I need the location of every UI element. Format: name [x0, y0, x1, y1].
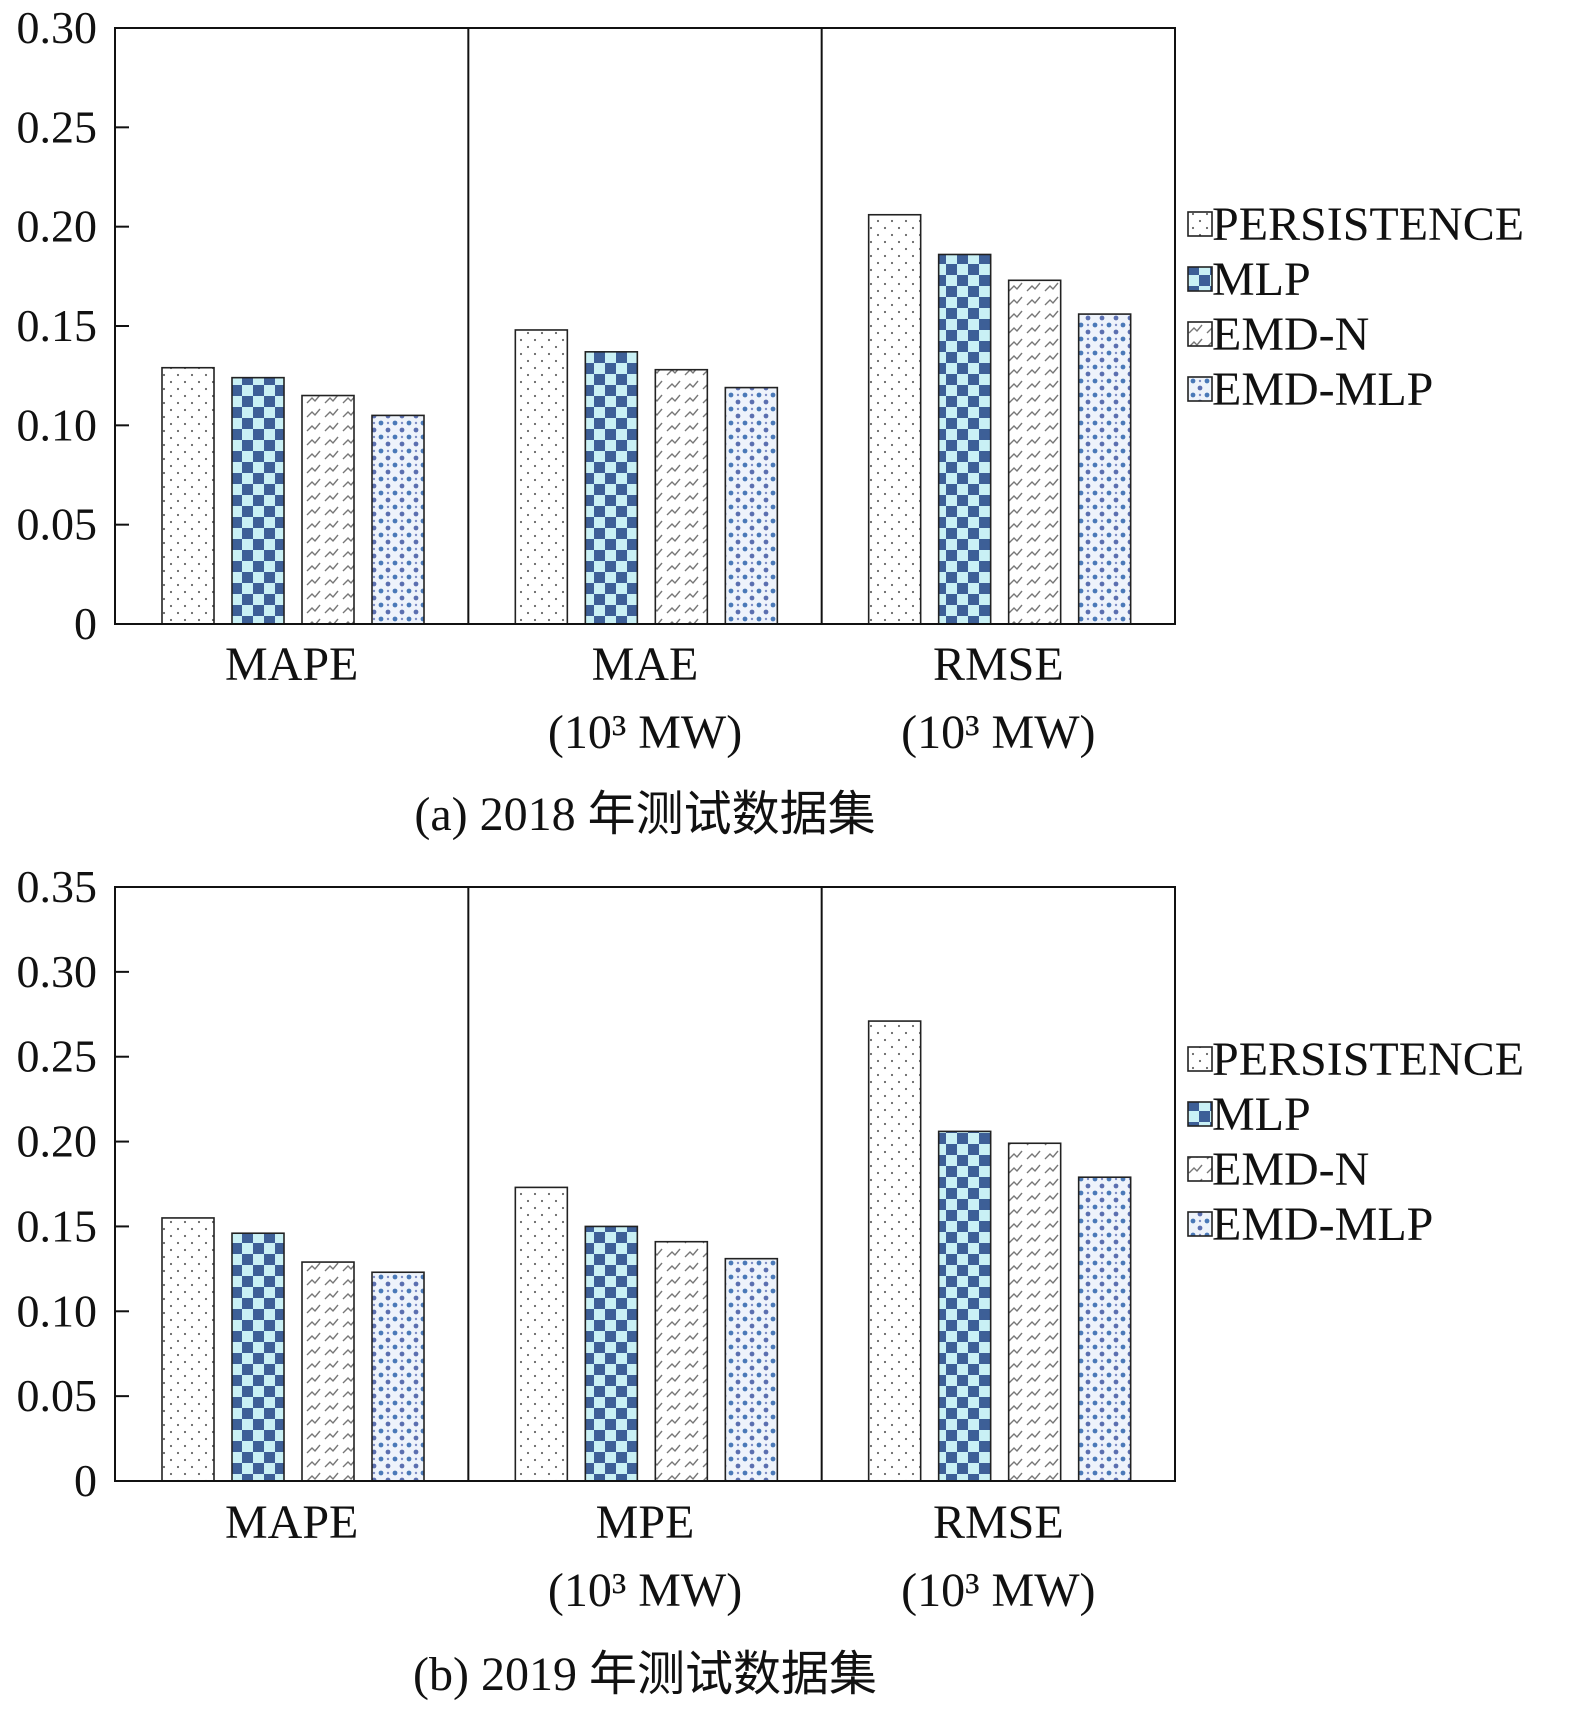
legend-swatch — [1187, 376, 1213, 402]
chart-panel-b: 0 0.05 0.10 0.15 0.20 0.25 0.30 0.35 MAPE MPE (10… — [17, 861, 1525, 1701]
bar-persistence-rmse — [867, 1020, 922, 1482]
y-tick-label: 0.25 — [17, 1031, 98, 1082]
bar-mlp-rmse — [937, 253, 992, 625]
bar-emd-mlp-rmse — [1077, 313, 1132, 625]
legend-label: PERSISTENCE — [1212, 1033, 1524, 1086]
legend-item: MLP — [1187, 1088, 1311, 1141]
bar-persistence-mape — [161, 366, 215, 625]
category-labels-group: MAPE MPE (10³ MW) RMSE (10³ MW) — [225, 1496, 1096, 1617]
y-tick-label: 0.10 — [17, 399, 98, 450]
bar-persistence-rmse — [867, 213, 922, 625]
category-labels-group: MAPE MAE (10³ MW) RMSE (10³ MW) — [225, 638, 1096, 759]
y-tick-label: 0.30 — [17, 2, 98, 53]
category-label: RMSE — [933, 1496, 1064, 1549]
y-tick-label: 0.20 — [17, 1116, 98, 1167]
category-unit-label: (10³ MW) — [901, 706, 1095, 759]
legend-label: EMD-MLP — [1212, 363, 1433, 416]
chart-panel-a: 0 0.05 0.10 0.15 0.20 0.25 0.30 MAPE MAE (10³ MW… — [17, 2, 1525, 841]
bar-emd-mlp-mape — [371, 414, 425, 625]
category-label: MAE — [592, 638, 699, 691]
legend-label: EMD-MLP — [1212, 1198, 1433, 1251]
bar-mlp-mape — [231, 376, 285, 625]
category-label: MPE — [596, 1496, 695, 1549]
plot-frame — [114, 886, 1176, 1482]
category-label: MAPE — [225, 638, 358, 691]
legend-swatch — [1187, 321, 1213, 347]
bar-emd-mlp-mae — [724, 386, 779, 625]
bar-persistence-mpe — [514, 1186, 569, 1482]
legend-item: MLP — [1187, 253, 1311, 306]
bar-emd-n-rmse — [1007, 279, 1062, 625]
y-tick-label: 0.25 — [17, 101, 98, 152]
legend-label: MLP — [1212, 253, 1311, 306]
legend-item: EMD-MLP — [1187, 1198, 1433, 1251]
bar-mlp-mape — [231, 1232, 285, 1482]
y-tick-label: 0.05 — [17, 1370, 98, 1421]
legend-swatch — [1187, 1211, 1213, 1237]
category-label: MAPE — [225, 1496, 358, 1549]
y-ticks-group: 0 0.05 0.10 0.15 0.20 0.25 0.30 0.35 — [17, 861, 129, 1506]
legend-item: EMD-MLP — [1187, 363, 1433, 416]
caption: (a) 2018 年测试数据集 — [414, 788, 875, 841]
y-tick-label: 0.35 — [17, 861, 98, 912]
legend-label: MLP — [1212, 1088, 1311, 1141]
bar-emd-mlp-mape — [371, 1271, 425, 1482]
category-unit-label: (10³ MW) — [548, 1564, 742, 1617]
bar-emd-n-mpe — [654, 1240, 709, 1482]
legend-label: PERSISTENCE — [1212, 198, 1524, 251]
legend-swatch — [1187, 266, 1213, 292]
bar-emd-n-rmse — [1007, 1142, 1062, 1482]
bar-persistence-mape — [161, 1217, 215, 1482]
bar-mlp-mpe — [584, 1225, 639, 1482]
bars-group — [161, 1020, 1132, 1482]
legend-swatch — [1187, 211, 1213, 237]
bar-persistence-mae — [514, 329, 569, 625]
legend-swatch — [1187, 1046, 1213, 1072]
y-tick-label: 0.10 — [17, 1285, 98, 1336]
category-label: RMSE — [933, 638, 1064, 691]
y-tick-label: 0 — [74, 1455, 97, 1506]
bar-mlp-rmse — [937, 1130, 992, 1482]
y-tick-label: 0.05 — [17, 499, 98, 550]
legend-label: EMD-N — [1212, 308, 1369, 361]
y-ticks-group: 0 0.05 0.10 0.15 0.20 0.25 0.30 — [17, 2, 129, 649]
legend-swatch — [1187, 1156, 1213, 1182]
legend-swatch — [1187, 1101, 1213, 1127]
category-unit-label: (10³ MW) — [901, 1564, 1095, 1617]
y-tick-label: 0 — [74, 598, 97, 649]
bar-mlp-mae — [584, 351, 639, 625]
y-tick-label: 0.15 — [17, 300, 98, 351]
y-tick-label: 0.30 — [17, 946, 98, 997]
y-tick-label: 0.15 — [17, 1200, 98, 1251]
bars-group — [161, 213, 1132, 625]
caption: (b) 2019 年测试数据集 — [413, 1648, 877, 1701]
legend-label: EMD-N — [1212, 1143, 1369, 1196]
bar-emd-n-mae — [654, 368, 709, 625]
axes-group — [114, 886, 1176, 1482]
legend-item: EMD-N — [1187, 308, 1369, 361]
y-tick-label: 0.20 — [17, 201, 98, 252]
bar-emd-n-mape — [301, 394, 355, 625]
legend-item: PERSISTENCE — [1187, 198, 1524, 251]
legend-item: EMD-N — [1187, 1143, 1369, 1196]
bar-emd-mlp-rmse — [1077, 1176, 1132, 1482]
category-unit-label: (10³ MW) — [548, 706, 742, 759]
legend-item: PERSISTENCE — [1187, 1033, 1524, 1086]
bar-emd-n-mape — [301, 1261, 355, 1482]
bar-emd-mlp-mpe — [724, 1257, 779, 1482]
